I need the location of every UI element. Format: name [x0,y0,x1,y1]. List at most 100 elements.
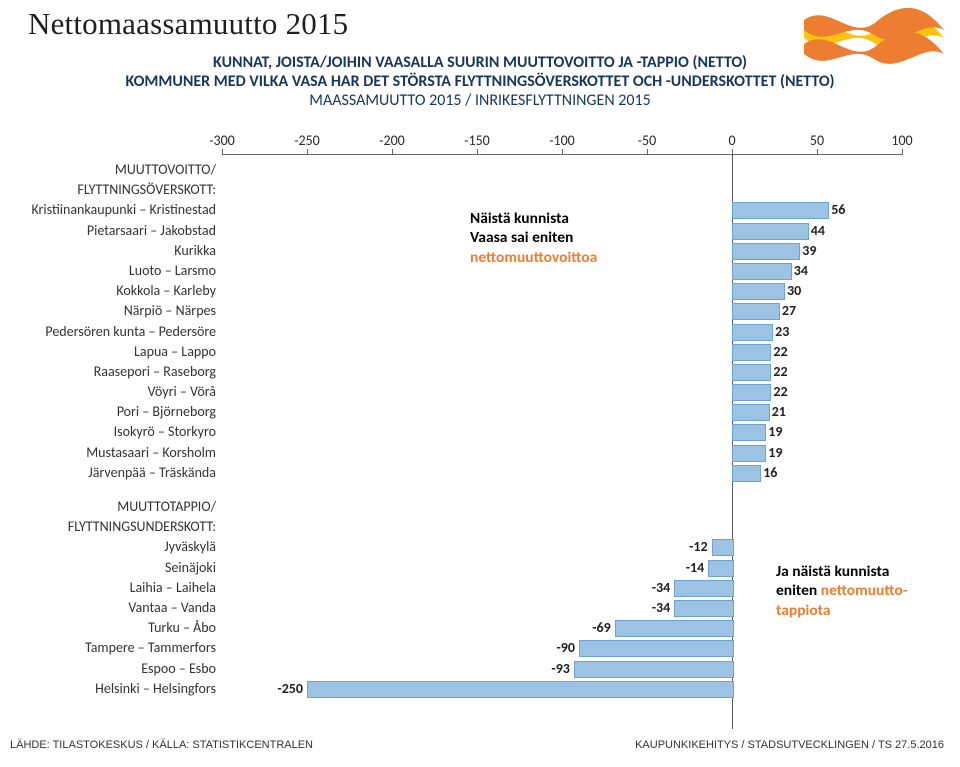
bar [307,681,734,698]
bar-value: 23 [775,322,789,342]
x-tick: 0 [707,132,757,149]
bar [732,424,766,441]
bar-row: Laihia – Laihela -34 [0,578,902,598]
bar-value: -34 [652,598,670,618]
x-tick: -200 [367,132,417,149]
bar [732,445,766,462]
annotation-bottom: Ja näistä kunnista eniten nettomuutto- t… [776,562,907,620]
annotation-bottom-l3: tappiota [776,601,907,620]
category-label: Luoto – Larsmo [0,261,216,281]
bar-value: 22 [773,362,787,382]
bar [732,384,771,401]
category-label: Vantaa – Vanda [0,598,216,618]
bar-value: 39 [802,241,816,261]
category-label: Mustasaari – Korsholm [0,443,216,463]
category-label: Jyväskylä [0,537,216,557]
bar-row: Mustasaari – Korsholm 19 [0,443,902,463]
chart-title-2: KOMMUNER MED VILKA VASA HAR DET STÖRSTA … [0,73,960,92]
bar-row: Jyväskylä-12 [0,537,902,557]
category-label: Espoo – Esbo [0,659,216,679]
bar [579,640,734,657]
bar-row: Järvenpää – Träskända 16 [0,463,902,483]
chart-titles: KUNNAT, JOISTA/JOIHIN VAASALLA SUURIN MU… [0,54,960,111]
bar-value: -69 [592,618,610,638]
bar-row: Pietarsaari – Jakobstad44 [0,221,902,241]
x-tick: -150 [452,132,502,149]
category-label: Kristiinankaupunki – Kristinestad [0,200,216,220]
bar [732,263,792,280]
bar [732,324,773,341]
bar-value: -14 [686,558,704,578]
category-label: Pedersören kunta – Pedersöre [0,322,216,342]
bar [732,202,829,219]
bar [674,600,734,617]
category-label: Turku – Åbo [0,618,216,638]
bar [732,364,771,381]
annotation-bottom-l1: Ja näistä kunnista [776,562,907,581]
category-label: Pietarsaari – Jakobstad [0,221,216,241]
credit-text: KAUPUNKIKEHITYS / STADSUTVECKLINGEN / TS… [635,739,944,751]
category-label: Helsinki – Helsingfors [0,679,216,699]
x-tick: 50 [792,132,842,149]
category-label: Isokyrö – Storkyro [0,422,216,442]
bar [732,223,809,240]
bar [674,580,734,597]
bar-value: 30 [787,281,801,301]
bar-value: 22 [773,342,787,362]
group-header: FLYTTNINGSUNDERSKOTT: [0,517,216,537]
bar-value: -93 [551,659,569,679]
x-tick: 100 [877,132,927,149]
bar-value: 34 [794,261,808,281]
bar-row: Pori – Björneborg21 [0,402,902,422]
bar-value: -250 [277,679,303,699]
bar-row: Vöyri – Vörå 22 [0,382,902,402]
bar [732,283,785,300]
category-label: Laihia – Laihela [0,578,216,598]
annotation-top: Näistä kunnista Vaasa sai eniten nettomu… [470,209,597,267]
category-label: Järvenpää – Träskända [0,463,216,483]
x-axis: -300-250-200-150-100-50050100 [222,132,902,155]
x-tick: -300 [197,132,247,149]
x-tick: -100 [537,132,587,149]
category-label: Lapua – Lappo [0,342,216,362]
annotation-top-l3: nettomuuttovoittoa [470,248,597,267]
bar-row: Turku – Åbo -69 [0,618,902,638]
bar-value: 19 [768,443,782,463]
bar-row: Kokkola – Karleby 30 [0,281,902,301]
category-label: Pori – Björneborg [0,402,216,422]
bar [732,303,780,320]
x-tick: -50 [622,132,672,149]
category-label: Närpiö – Närpes [0,301,216,321]
bar-value: 19 [768,422,782,442]
bar-value: 27 [782,301,796,321]
bar-value: -90 [557,638,575,658]
group-header: MUUTTOVOITTO/ [0,160,216,180]
bar [732,243,800,260]
group-header: MUUTTOTAPPIO/ [0,497,216,517]
bar-row: Tampere – Tammerfors-90 [0,638,902,658]
bar [732,465,761,482]
chart-title-1: KUNNAT, JOISTA/JOIHIN VAASALLA SUURIN MU… [0,54,960,73]
category-label: Vöyri – Vörå [0,382,216,402]
bar [615,620,734,637]
bar-value: -34 [652,578,670,598]
bar-row: Helsinki – Helsingfors -250 [0,679,902,699]
bar [732,404,770,421]
bar-row: Pedersören kunta – Pedersöre 23 [0,322,902,342]
bar-value: 16 [763,463,777,483]
bar-row: Raasepori – Raseborg22 [0,362,902,382]
rows: MUUTTOVOITTO/FLYTTNINGSÖVERSKOTT:Kristii… [0,154,902,729]
bar [712,539,734,556]
bar-row: Kristiinankaupunki – Kristinestad56 [0,200,902,220]
annotation-top-l1: Näistä kunnista [470,209,597,228]
bar-value: 22 [773,382,787,402]
bar-row: Luoto – Larsmo 34 [0,261,902,281]
bar-row: Isokyrö – Storkyro 19 [0,422,902,442]
bar [708,560,734,577]
chart: KUNNAT, JOISTA/JOIHIN VAASALLA SUURIN MU… [0,54,960,757]
category-label: Kokkola – Karleby [0,281,216,301]
source-text: LÄHDE: TILASTOKESKUS / KÄLLA: STATISTIKC… [10,739,313,751]
annotation-top-l2: Vaasa sai eniten [470,228,597,247]
bar-row: Kurikka39 [0,241,902,261]
bar-row: Espoo – Esbo -93 [0,659,902,679]
